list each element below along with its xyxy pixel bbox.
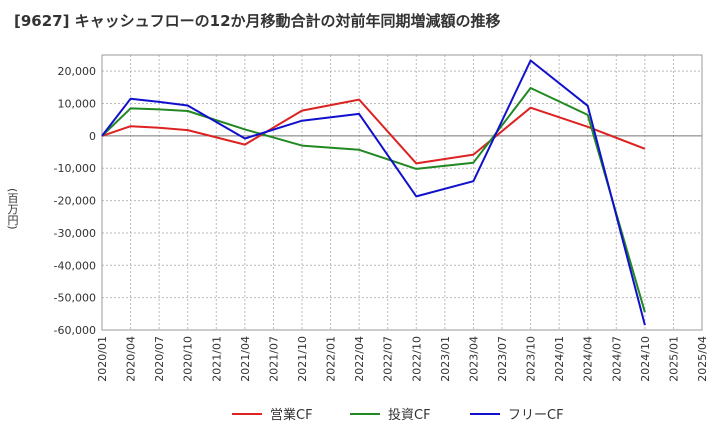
x-tick-label: 2021/01: [210, 336, 223, 382]
legend-label: フリーCF: [508, 408, 564, 423]
y-tick-label: -60,000: [54, 324, 96, 337]
x-tick-label: 2024/10: [639, 336, 652, 382]
y-axis-label: (百万円): [6, 188, 19, 230]
x-axis-ticks: 2020/01 2020/04 2020/07 2020/10 2021/01 2021/…: [96, 336, 709, 382]
y-tick-label: -10,000: [54, 162, 96, 175]
x-tick-label: 2022/04: [353, 336, 366, 382]
x-tick-label: 2022/01: [325, 336, 338, 382]
x-tick-label: 2020/01: [96, 336, 109, 382]
x-tick-label: 2023/07: [496, 336, 509, 382]
x-tick-label: 2020/04: [125, 336, 138, 382]
x-tick-label: 2023/10: [525, 336, 538, 382]
y-tick-label: 10,000: [58, 98, 97, 111]
plot-frame: [101, 54, 703, 331]
legend: 営業CF 投資CF フリーCF: [232, 407, 564, 423]
series-line: [101, 87, 646, 313]
x-tick-label: 2023/01: [439, 336, 452, 382]
x-tick-label: 2022/10: [410, 336, 423, 382]
y-tick-label: -50,000: [54, 292, 96, 305]
y-tick-label: -30,000: [54, 227, 96, 240]
y-tick-label: -20,000: [54, 195, 96, 208]
chart-title: [9627] キャッシュフローの12か月移動合計の対前年同期増減額の推移: [14, 12, 501, 30]
legend-label: 投資CF: [388, 407, 431, 423]
x-tick-label: 2021/10: [296, 336, 309, 382]
x-tick-label: 2022/07: [382, 336, 395, 382]
y-axis-ticks: 20,000 10,000 0 -10,000 -20,000 -30,000 -40,00…: [54, 65, 96, 337]
x-tick-label: 2025/01: [667, 336, 680, 382]
series-line: [101, 59, 646, 326]
y-tick-label: -40,000: [54, 259, 96, 272]
legend-label: 営業CF: [270, 407, 313, 423]
series-line: [101, 98, 646, 165]
x-tick-label: 2025/04: [696, 336, 709, 382]
x-tick-label: 2020/07: [153, 336, 166, 382]
x-tick-label: 2021/07: [267, 336, 280, 382]
series-lines: [101, 59, 646, 326]
grid-lines: [101, 55, 703, 331]
x-tick-label: 2021/04: [239, 336, 252, 382]
y-tick-label: 0: [89, 130, 96, 143]
x-tick-label: 2024/01: [553, 336, 566, 382]
x-tick-label: 2024/07: [610, 336, 623, 382]
x-tick-label: 2024/04: [582, 336, 595, 382]
x-tick-label: 2020/10: [182, 336, 195, 382]
y-tick-label: 20,000: [58, 65, 97, 78]
x-tick-label: 2023/04: [467, 336, 480, 382]
